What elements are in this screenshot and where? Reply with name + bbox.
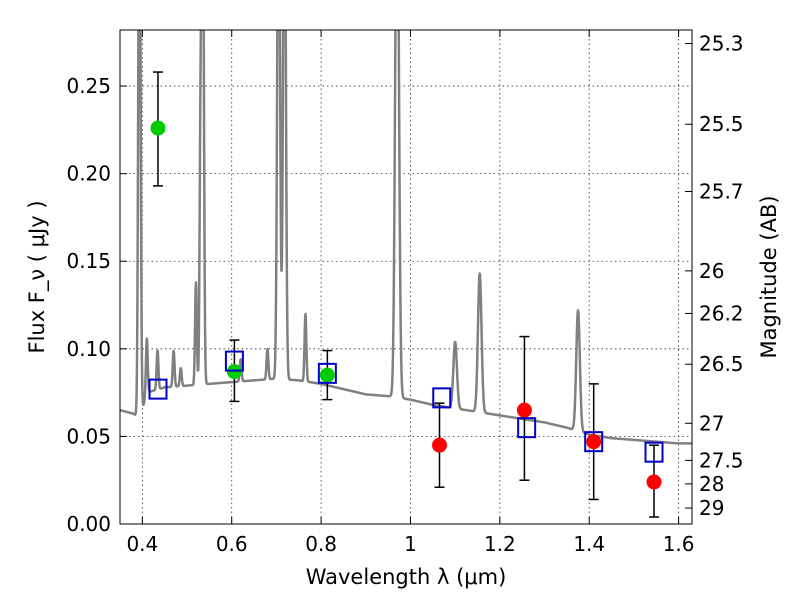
magnitude-tick-label: 25.3: [699, 31, 744, 55]
x-tick-labels: 0.4 0.6 0.8 1 1.2 1.4 1.6: [126, 532, 694, 556]
x-tick-label: 0.4: [126, 532, 158, 556]
y-tick-label: 0.20: [66, 162, 111, 186]
magnitude-tick-label: 26.5: [699, 352, 744, 376]
right-axis-title: Magnitude (AB): [757, 195, 781, 358]
model-flux-square: [224, 350, 244, 372]
x-tick-label: 1.4: [573, 532, 605, 556]
magnitude-tick-label: 26: [699, 259, 724, 283]
data-point: [150, 120, 166, 136]
data-point: [516, 402, 532, 418]
plot-frame: [119, 29, 693, 525]
magnitude-tick-label: 27: [699, 411, 724, 435]
magnitude-tick-label: 25.5: [699, 112, 744, 136]
magnitude-tick-label: 26.2: [699, 301, 744, 325]
model-flux-square: [584, 431, 604, 453]
model-flux-square: [517, 417, 537, 439]
magnitude-tick-label: 25.7: [699, 180, 744, 204]
model-flux-square: [432, 387, 452, 409]
x-tick-label: 0.6: [216, 532, 248, 556]
data-markers: [148, 120, 664, 490]
x-tick-label: 0.8: [305, 532, 337, 556]
magnitude-tick-label: 29: [699, 496, 724, 520]
data-point: [432, 437, 448, 453]
y-tick-label: 0.25: [66, 74, 111, 98]
data-point: [319, 367, 335, 383]
x-tick-label: 1.2: [484, 532, 516, 556]
x-tick-label: 1: [404, 532, 417, 556]
y-tick-label: 0.10: [66, 337, 111, 361]
x-tick-label: 1.6: [663, 532, 695, 556]
axis-ticks: [120, 30, 692, 525]
model-flux-square: [317, 362, 337, 384]
x-axis-title: Wavelength λ (μm): [306, 565, 507, 589]
y-tick-label: 0.00: [66, 512, 111, 536]
magnitude-tick-label: 28: [699, 472, 724, 496]
grid-lines: [120, 30, 692, 524]
data-point: [646, 474, 662, 490]
y-axis-title: Flux F_ν ( μJy ): [25, 200, 50, 353]
magnitude-tick-label: 27.5: [699, 448, 744, 472]
data-point: [586, 434, 602, 450]
y-tick-labels: 0.00 0.05 0.10 0.15 0.20 0.25: [66, 74, 111, 536]
model-flux-square: [148, 378, 168, 400]
data-point: [226, 364, 242, 380]
y-tick-label: 0.15: [66, 249, 111, 273]
y-tick-label: 0.05: [66, 424, 111, 448]
model-flux-square: [644, 441, 664, 463]
